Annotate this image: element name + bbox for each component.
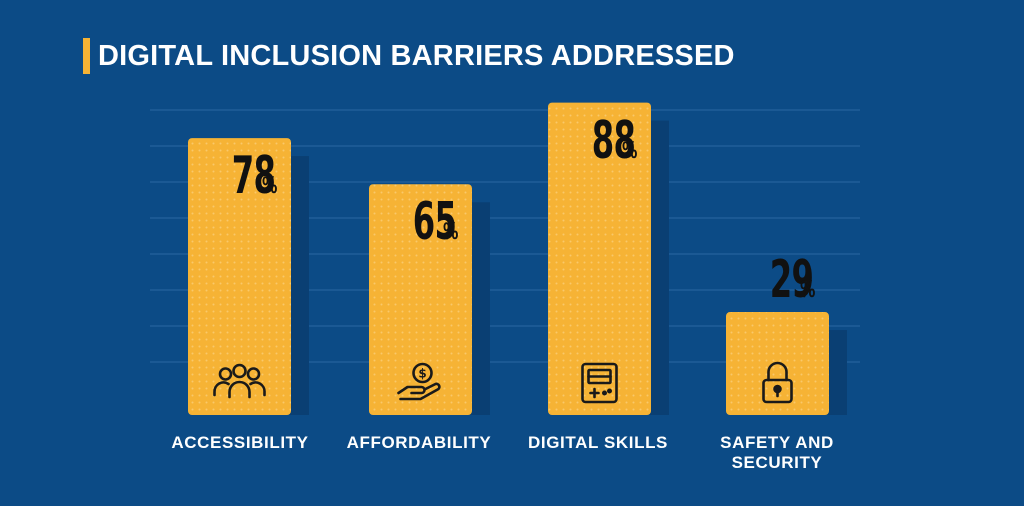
value-number: 65 <box>413 192 457 253</box>
value-percent-sign: % <box>261 174 278 200</box>
value-label: 88% <box>560 115 650 167</box>
value-label: 78% <box>200 150 290 202</box>
game-console-icon <box>581 362 618 404</box>
value-number: 29 <box>770 250 814 311</box>
bar-dot-texture <box>548 102 651 415</box>
category-label: SAFETY AND SECURITY <box>720 433 834 472</box>
value-percent-sign: % <box>442 220 459 246</box>
people-group-icon <box>213 363 266 399</box>
category-label: AFFORDABILITY <box>346 433 492 452</box>
value-percent-sign: % <box>799 278 816 304</box>
value-label: 65% <box>381 196 471 248</box>
chart-title: DIGITAL INCLUSION BARRIERS ADDRESSED <box>98 40 735 72</box>
value-number: 88 <box>592 110 636 171</box>
hand-coin-icon: $ <box>397 362 441 401</box>
padlock-icon <box>762 361 793 404</box>
title-accent-bar <box>83 38 90 74</box>
value-label: 29% <box>738 254 828 306</box>
bar-dot-texture <box>369 184 472 415</box>
bar-dot-texture <box>188 138 291 415</box>
category-label: ACCESSIBILITY <box>171 433 309 452</box>
svg-text:$: $ <box>418 367 426 381</box>
value-percent-sign: % <box>621 138 638 164</box>
value-number: 78 <box>232 146 276 207</box>
category-label: DIGITAL SKILLS <box>528 433 668 452</box>
